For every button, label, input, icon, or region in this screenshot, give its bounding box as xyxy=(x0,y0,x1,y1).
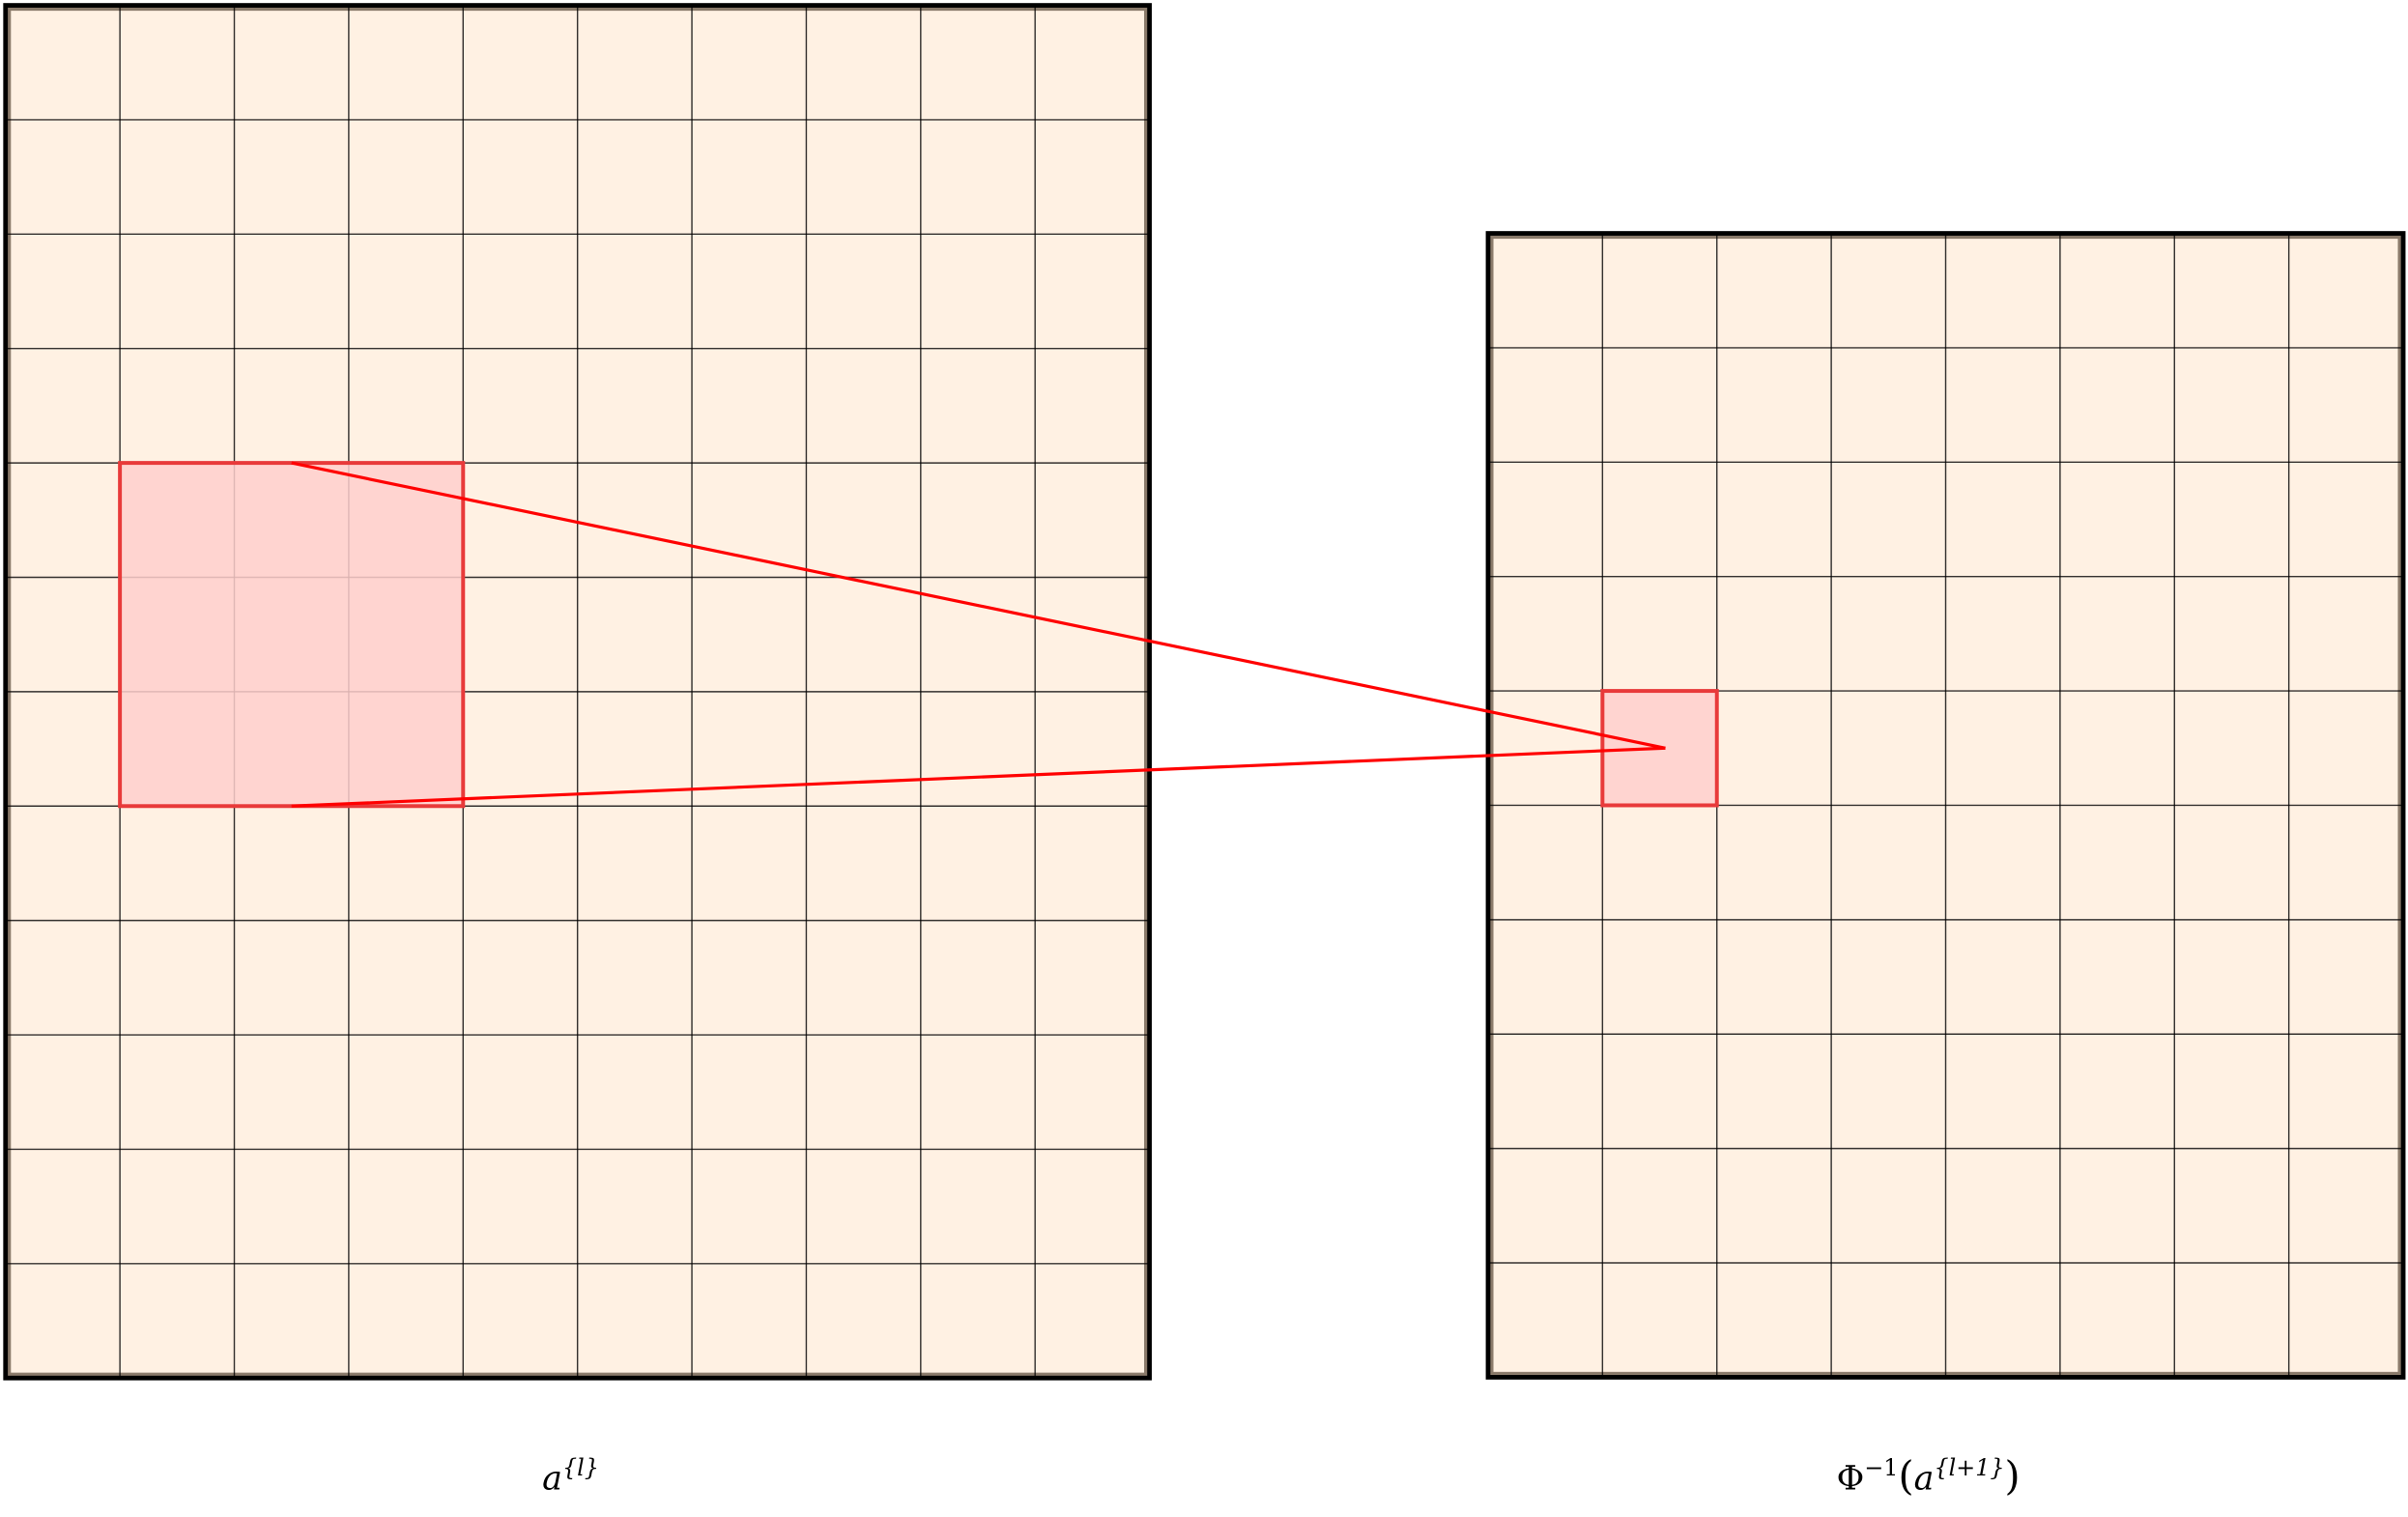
label-function-superscript: −1 xyxy=(1864,1454,1898,1481)
label-base: a xyxy=(542,1459,562,1498)
left-grid-highlight xyxy=(118,461,466,809)
label-superscript: {l} xyxy=(562,1454,599,1481)
connector-line-top xyxy=(291,461,1666,750)
label-close-paren: ) xyxy=(2005,1452,2021,1499)
label-base: a xyxy=(1914,1459,1935,1498)
left-grid xyxy=(3,3,1152,1381)
right-grid-outer-border xyxy=(1485,231,2406,1380)
label-superscript: {l+1} xyxy=(1934,1454,2004,1481)
right-grid-label: Φ−1(a{l+1}) xyxy=(1837,1452,2021,1499)
right-grid xyxy=(1485,231,2406,1380)
left-grid-label: a{l} xyxy=(542,1454,599,1498)
label-function: Φ xyxy=(1837,1459,1865,1498)
connector-line-bottom xyxy=(291,746,1666,808)
left-grid-outer-border xyxy=(3,3,1152,1381)
connector-lines xyxy=(291,461,1666,808)
label-open-paren: ( xyxy=(1898,1452,1913,1499)
